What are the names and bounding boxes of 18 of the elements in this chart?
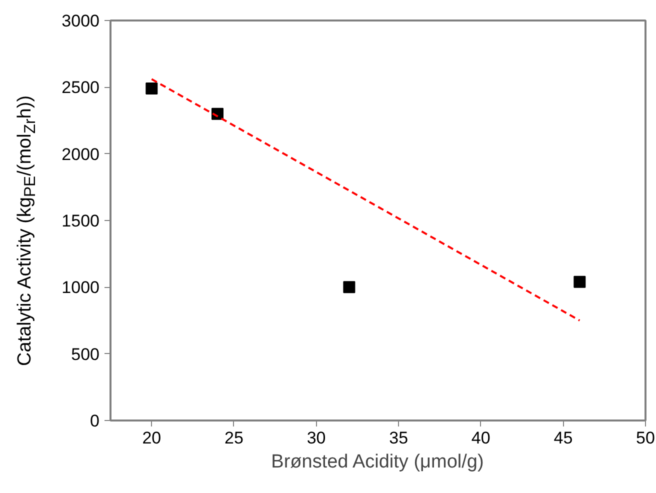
point [146, 82, 158, 94]
point [574, 276, 586, 288]
x-axis-title: Brønsted Acidity (μmol/g) [271, 452, 484, 472]
x-tick-label: 35 [389, 428, 408, 448]
y-tick-label: 3000 [62, 12, 100, 30]
point [343, 281, 356, 294]
x-tick-label: 50 [636, 428, 655, 448]
y-tick-label: 0 [90, 412, 100, 430]
y-tick-label: 2500 [62, 78, 100, 98]
y-tick-label: 1000 [62, 278, 100, 298]
x-tick-label: 30 [306, 428, 326, 448]
x-tick-label: 40 [471, 428, 490, 448]
y-tick-label: 500 [71, 344, 100, 364]
y-tick-label: 2000 [62, 144, 100, 164]
x-tick-label: 20 [142, 428, 162, 448]
x-tick-label: 25 [224, 428, 244, 448]
y-tick-label: 1500 [62, 212, 100, 230]
x-tick-label: 45 [554, 428, 573, 448]
